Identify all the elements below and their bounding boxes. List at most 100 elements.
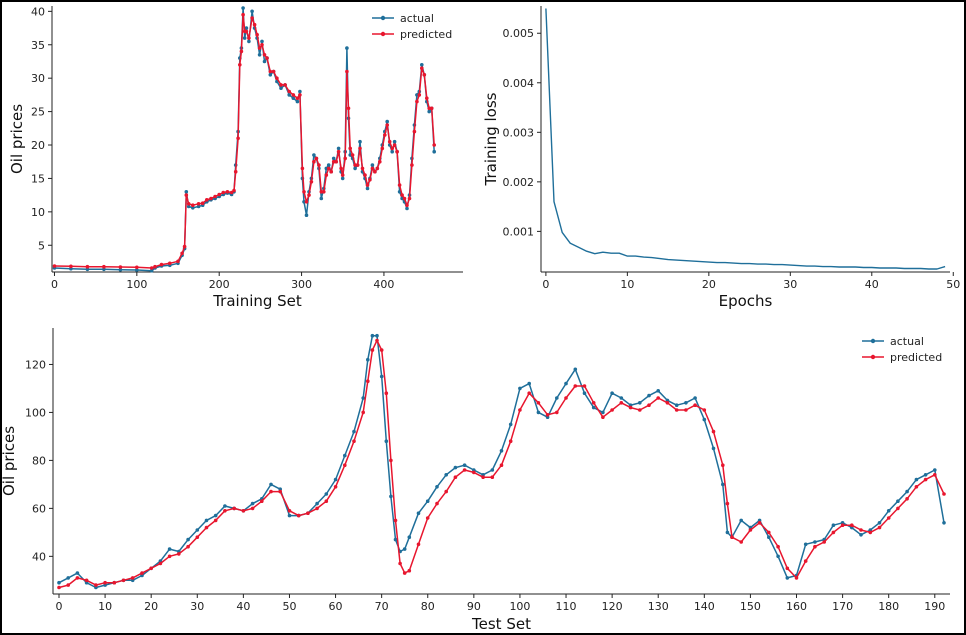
data-point-predicted [425, 96, 429, 100]
data-point-predicted [103, 580, 107, 585]
data-point-actual [358, 139, 362, 144]
data-point-actual [336, 146, 341, 151]
data-point-predicted [402, 196, 407, 201]
y-tick-label: 0.002 [503, 176, 535, 189]
data-point-predicted [205, 198, 209, 202]
data-point-actual [268, 73, 273, 77]
data-point-actual [877, 521, 882, 525]
data-point-predicted [247, 36, 251, 40]
x-tick-label: 50 [282, 600, 296, 613]
data-point-predicted [813, 544, 817, 549]
data-point-predicted [379, 348, 384, 352]
legend-marker-predicted [380, 31, 386, 37]
data-point-predicted [416, 542, 421, 547]
y-tick-label: 40 [31, 5, 45, 18]
data-point-predicted [398, 561, 402, 566]
data-point-predicted [149, 566, 153, 571]
data-point-predicted [527, 391, 531, 396]
data-point-actual [601, 410, 605, 415]
data-point-actual [345, 46, 349, 50]
data-point-predicted [304, 200, 309, 204]
data-point-predicted [186, 202, 191, 206]
data-point-predicted [757, 521, 762, 525]
data-point-predicted [250, 506, 255, 511]
data-point-actual [269, 482, 273, 487]
x-tick-label: 180 [878, 600, 899, 613]
data-point-predicted [348, 146, 353, 151]
data-point-actual [241, 6, 245, 10]
data-point-predicted [573, 384, 578, 388]
data-point-predicted [326, 166, 331, 171]
data-point-predicted [383, 133, 387, 137]
data-point-actual [390, 149, 395, 154]
data-point-predicted [213, 518, 218, 523]
data-point-actual [591, 405, 596, 410]
data-point-predicted [180, 251, 184, 256]
y-tick-label: 35 [31, 39, 45, 52]
y-tick-label: 25 [31, 106, 45, 119]
data-point-actual [402, 547, 407, 551]
data-point-predicted [395, 149, 399, 154]
data-point-actual [186, 537, 190, 542]
data-point-actual [656, 389, 660, 393]
data-point-actual [647, 393, 651, 398]
data-point-predicted [233, 169, 238, 174]
data-point-predicted [591, 401, 596, 405]
data-point-predicted [275, 76, 279, 80]
data-point-predicted [315, 506, 319, 511]
data-point-predicted [85, 264, 90, 269]
data-point-actual [803, 542, 808, 547]
data-point-predicted [905, 497, 909, 501]
x-tick-label: 0 [55, 600, 62, 613]
data-point-predicted [312, 159, 316, 164]
data-point-predicted [260, 43, 264, 47]
data-point-predicted [896, 506, 900, 511]
data-point-predicted [400, 193, 404, 197]
data-point-predicted [298, 93, 302, 97]
data-point-actual [859, 533, 863, 537]
x-tick-label: 150 [740, 600, 761, 613]
data-point-actual [573, 367, 578, 372]
legend-label-actual: actual [890, 335, 924, 348]
data-point-predicted [250, 16, 254, 20]
data-point-predicted [373, 169, 377, 174]
data-point-predicted [57, 585, 61, 590]
data-point-predicted [167, 554, 172, 559]
data-point-predicted [481, 475, 485, 480]
data-point-predicted [296, 513, 301, 518]
data-point-predicted [730, 535, 734, 539]
y-tick-label: 30 [31, 72, 45, 85]
data-point-actual [444, 473, 449, 477]
data-point-actual [767, 535, 771, 539]
y-tick-label: 0.004 [503, 77, 535, 90]
data-point-predicted [555, 410, 559, 415]
series-line-predicted [54, 13, 435, 269]
data-point-predicted [213, 194, 217, 199]
data-point-actual [242, 36, 247, 40]
data-point-predicted [665, 401, 670, 405]
x-tick-label: 0 [542, 278, 549, 291]
y-tick-label: 0.005 [503, 27, 535, 40]
data-point-predicted [336, 149, 341, 154]
data-point-actual [385, 119, 390, 124]
data-point-actual [331, 156, 336, 161]
data-point-actual [257, 53, 262, 57]
data-point-actual [213, 513, 218, 518]
data-point-actual [167, 547, 172, 551]
chart-test: 0 10 20 30 40 50 60 70 80 90 100 110 120 130 140 150 160… [0, 328, 950, 633]
data-point-predicted [536, 401, 541, 405]
data-point-actual [149, 268, 154, 273]
data-point-actual [933, 468, 937, 472]
data-point-predicted [287, 89, 292, 94]
data-point-predicted [582, 384, 587, 388]
data-point-predicted [545, 413, 550, 417]
data-point-predicted [252, 22, 257, 27]
data-point-actual [298, 89, 302, 94]
data-point-predicted [785, 566, 790, 571]
data-point-predicted [300, 166, 305, 171]
data-point-predicted [324, 499, 329, 504]
data-point-predicted [358, 146, 362, 151]
data-point-predicted [389, 458, 393, 463]
data-point-predicted [295, 96, 300, 100]
data-point-actual [407, 535, 412, 539]
